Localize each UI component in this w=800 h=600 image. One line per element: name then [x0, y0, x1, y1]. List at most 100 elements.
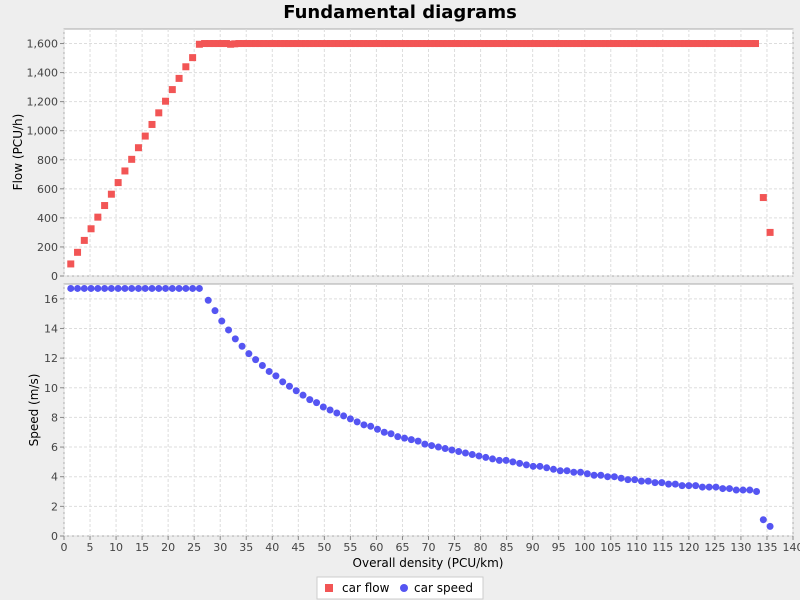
car-speed-point: [671, 480, 679, 488]
car-flow-point: [672, 40, 680, 48]
car-speed-point: [231, 335, 239, 343]
y-tick-label: 400: [37, 212, 58, 225]
car-flow-point: [402, 40, 410, 48]
y-tick-label: 14: [44, 322, 58, 335]
x-tick-label: 55: [343, 541, 357, 554]
car-flow-point: [489, 40, 497, 48]
x-tick-label: 15: [135, 541, 149, 554]
y-tick-label: 0: [51, 270, 58, 283]
car-flow-point: [352, 40, 360, 48]
x-tick-label: 105: [600, 541, 621, 554]
y-tick-label: 1,200: [27, 96, 59, 109]
flow-y-tick-labels: 0 200 400 600 800 1,000 1,200 1,400 1,600: [27, 38, 64, 283]
car-flow-point: [618, 40, 626, 48]
x-tick-label: 135: [756, 541, 777, 554]
car-speed-point: [549, 465, 557, 473]
car-speed-point: [74, 284, 82, 292]
car-flow-point: [389, 40, 397, 48]
legend-label-car-speed: car speed: [414, 581, 473, 595]
car-flow-point: [227, 40, 235, 48]
car-speed-point: [516, 459, 524, 467]
car-flow-point: [335, 40, 343, 48]
y-tick-label: 8: [51, 411, 58, 424]
car-flow-point: [331, 40, 339, 48]
car-speed-point: [495, 456, 503, 464]
car-flow-point: [452, 40, 460, 48]
car-flow-point: [677, 40, 685, 48]
car-speed-point: [148, 284, 156, 292]
car-flow-point: [327, 40, 335, 48]
car-flow-point: [514, 40, 522, 48]
car-flow-point: [318, 40, 326, 48]
car-flow-point: [531, 40, 539, 48]
car-speed-point: [455, 448, 463, 456]
car-flow-point: [722, 40, 730, 48]
car-speed-point: [101, 284, 109, 292]
car-flow-point: [597, 40, 605, 48]
car-speed-point: [712, 483, 720, 491]
car-flow-point: [547, 40, 555, 48]
legend-marker-car-flow: [325, 584, 333, 592]
car-speed-point: [380, 428, 388, 436]
car-speed-point: [685, 482, 693, 490]
car-flow-point: [743, 40, 751, 48]
car-flow-point: [643, 40, 651, 48]
car-speed-point: [189, 284, 197, 292]
car-flow-point: [766, 228, 774, 236]
car-flow-point: [114, 179, 122, 187]
x-tick-label: 45: [291, 541, 305, 554]
x-tick-label: 60: [369, 541, 383, 554]
car-speed-point: [678, 482, 686, 490]
car-flow-point: [293, 40, 301, 48]
car-flow-point: [435, 40, 443, 48]
car-flow-point: [443, 40, 451, 48]
car-flow-point: [268, 40, 276, 48]
car-speed-point: [441, 445, 449, 453]
car-flow-point: [277, 40, 285, 48]
car-flow-point: [381, 40, 389, 48]
y-tick-label: 800: [37, 154, 58, 167]
car-flow-point: [697, 40, 705, 48]
car-speed-point: [204, 296, 212, 304]
car-flow-point: [414, 40, 422, 48]
car-speed-point: [211, 307, 219, 315]
car-speed-point: [107, 284, 115, 292]
car-speed-point: [333, 409, 341, 417]
car-flow-point: [322, 40, 330, 48]
car-speed-point: [692, 482, 700, 490]
car-flow-point: [568, 40, 576, 48]
car-speed-point: [570, 468, 578, 476]
car-flow-point: [647, 40, 655, 48]
car-flow-point: [427, 40, 435, 48]
x-tick-label: 115: [652, 541, 673, 554]
x-tick-label: 35: [239, 541, 253, 554]
speed-axis-label: Speed (m/s): [27, 374, 41, 447]
x-tick-label: 100: [574, 541, 595, 554]
car-speed-point: [326, 406, 334, 414]
car-flow-point: [660, 40, 668, 48]
car-flow-point: [168, 86, 176, 94]
car-speed-point: [421, 440, 429, 448]
car-flow-point: [422, 40, 430, 48]
car-speed-point: [195, 284, 203, 292]
car-speed-point: [509, 458, 517, 466]
car-flow-point: [727, 40, 735, 48]
car-flow-point: [175, 74, 183, 82]
car-flow-point: [235, 40, 243, 48]
car-flow-point: [87, 225, 95, 233]
car-speed-point: [543, 464, 551, 472]
car-flow-point: [297, 40, 305, 48]
car-flow-point: [606, 40, 614, 48]
car-flow-point: [631, 40, 639, 48]
car-flow-point: [306, 40, 314, 48]
car-speed-point: [319, 403, 327, 411]
car-speed-point: [238, 342, 246, 350]
y-tick-label: 2: [51, 500, 58, 513]
car-flow-point: [364, 40, 372, 48]
car-speed-point: [448, 446, 456, 454]
car-speed-point: [461, 449, 469, 457]
car-flow-point: [201, 40, 209, 48]
car-flow-point: [252, 40, 260, 48]
car-speed-point: [536, 462, 544, 470]
car-speed-point: [258, 362, 266, 370]
